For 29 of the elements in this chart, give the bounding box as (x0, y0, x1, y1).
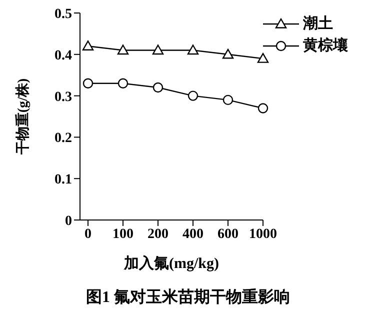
point (117, 44, 129, 55)
point (258, 103, 268, 114)
y-tick-label: 0.5 (54, 6, 72, 22)
y-tick-label: 0.4 (54, 48, 72, 64)
point (188, 90, 198, 101)
y-tick-label: 0 (65, 214, 72, 229)
point (82, 78, 94, 88)
x-tick-label: 600 (218, 226, 238, 242)
x-tick-label: 1000 (249, 226, 277, 242)
point (222, 94, 234, 106)
x-axis-title: 加入氟(mg/kg) (123, 255, 219, 272)
x-tick-label: 0 (84, 226, 92, 242)
y-tick-label: 0.3 (54, 90, 72, 105)
legend-label: 潮土 (303, 14, 333, 34)
x-tick-label: 400 (182, 226, 204, 242)
y-tick-label: 0.2 (54, 131, 72, 146)
legend-label: 黄棕壤 (303, 36, 348, 56)
y-axis-title: 干物重(g/株) (14, 78, 31, 156)
point (222, 48, 234, 59)
x-tick-label: 200 (148, 226, 168, 242)
text: 图1 氟对玉米苗期干物重影响 (85, 287, 291, 308)
point (152, 44, 164, 55)
point (152, 82, 164, 93)
point (257, 52, 269, 63)
point (82, 40, 94, 50)
y-tick-label: 0.1 (54, 172, 72, 188)
x-tick-label: 100 (112, 226, 134, 242)
point (118, 78, 128, 88)
point (187, 44, 199, 55)
